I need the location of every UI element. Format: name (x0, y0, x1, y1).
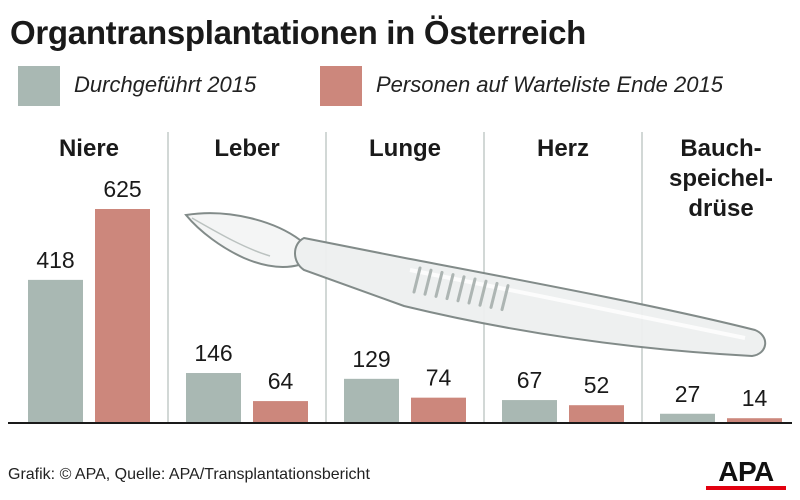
category-label: Leber (214, 135, 279, 162)
legend-label-waitlist: Personen auf Warteliste Ende 2015 (376, 72, 723, 97)
grip-line (423, 268, 433, 296)
legend-label-performed: Durchgeführt 2015 (74, 72, 257, 97)
chart-title: Organtransplantationen in Österreich (10, 14, 586, 51)
scalpel-blade-edge (191, 217, 271, 257)
bar-performed (344, 378, 399, 423)
bar-chart: Niere Leber Lunge Herz Bauch-speichel-drüse … (8, 132, 792, 424)
value-label: 67 (517, 367, 543, 393)
value-label: 14 (742, 385, 768, 411)
bar-waitlist (569, 405, 624, 423)
bar-performed (502, 400, 557, 423)
apa-logo-text: APA (718, 456, 774, 487)
grip-line (467, 277, 477, 305)
value-label: 27 (675, 381, 701, 407)
bar-performed (28, 279, 83, 423)
apa-logo-bar (706, 486, 786, 490)
grip-line (489, 281, 499, 309)
grip-line (456, 275, 466, 303)
scalpel-grip-lines (412, 266, 510, 312)
value-label: 64 (268, 368, 294, 394)
value-label: 625 (103, 176, 141, 202)
bar-performed (186, 373, 241, 423)
bar-performed (660, 413, 715, 423)
bar-waitlist (727, 418, 782, 423)
grip-line (412, 266, 422, 294)
scalpel-handle-highlight (409, 268, 746, 340)
category-label: Herz (537, 135, 589, 162)
grip-line (434, 270, 444, 298)
category-label: Lunge (369, 135, 441, 162)
bars (28, 209, 782, 423)
category-label: Bauch-speichel-drüse (669, 135, 773, 222)
legend-swatch-performed (18, 66, 60, 106)
scalpel-handle (294, 236, 767, 358)
bar-waitlist (253, 401, 308, 423)
category-labels: Niere Leber Lunge Herz Bauch-speichel-drüse (59, 135, 773, 222)
category-label: Niere (59, 135, 119, 162)
legend-swatch-waitlist (320, 66, 362, 106)
value-label: 74 (426, 365, 452, 391)
value-label: 146 (194, 340, 232, 366)
source-credit: Grafik: © APA, Quelle: APA/Transplantati… (8, 466, 370, 483)
grip-line (445, 273, 455, 301)
bar-waitlist (95, 209, 150, 423)
grip-line (500, 284, 510, 312)
bar-waitlist (411, 397, 466, 423)
value-labels: 418 625 146 64 129 74 67 52 27 14 (36, 176, 767, 411)
value-label: 418 (36, 247, 74, 273)
apa-logo: APA (706, 452, 786, 492)
grip-line (478, 279, 488, 307)
value-label: 52 (584, 372, 610, 398)
scalpel-illustration (184, 212, 767, 358)
value-label: 129 (352, 346, 390, 372)
